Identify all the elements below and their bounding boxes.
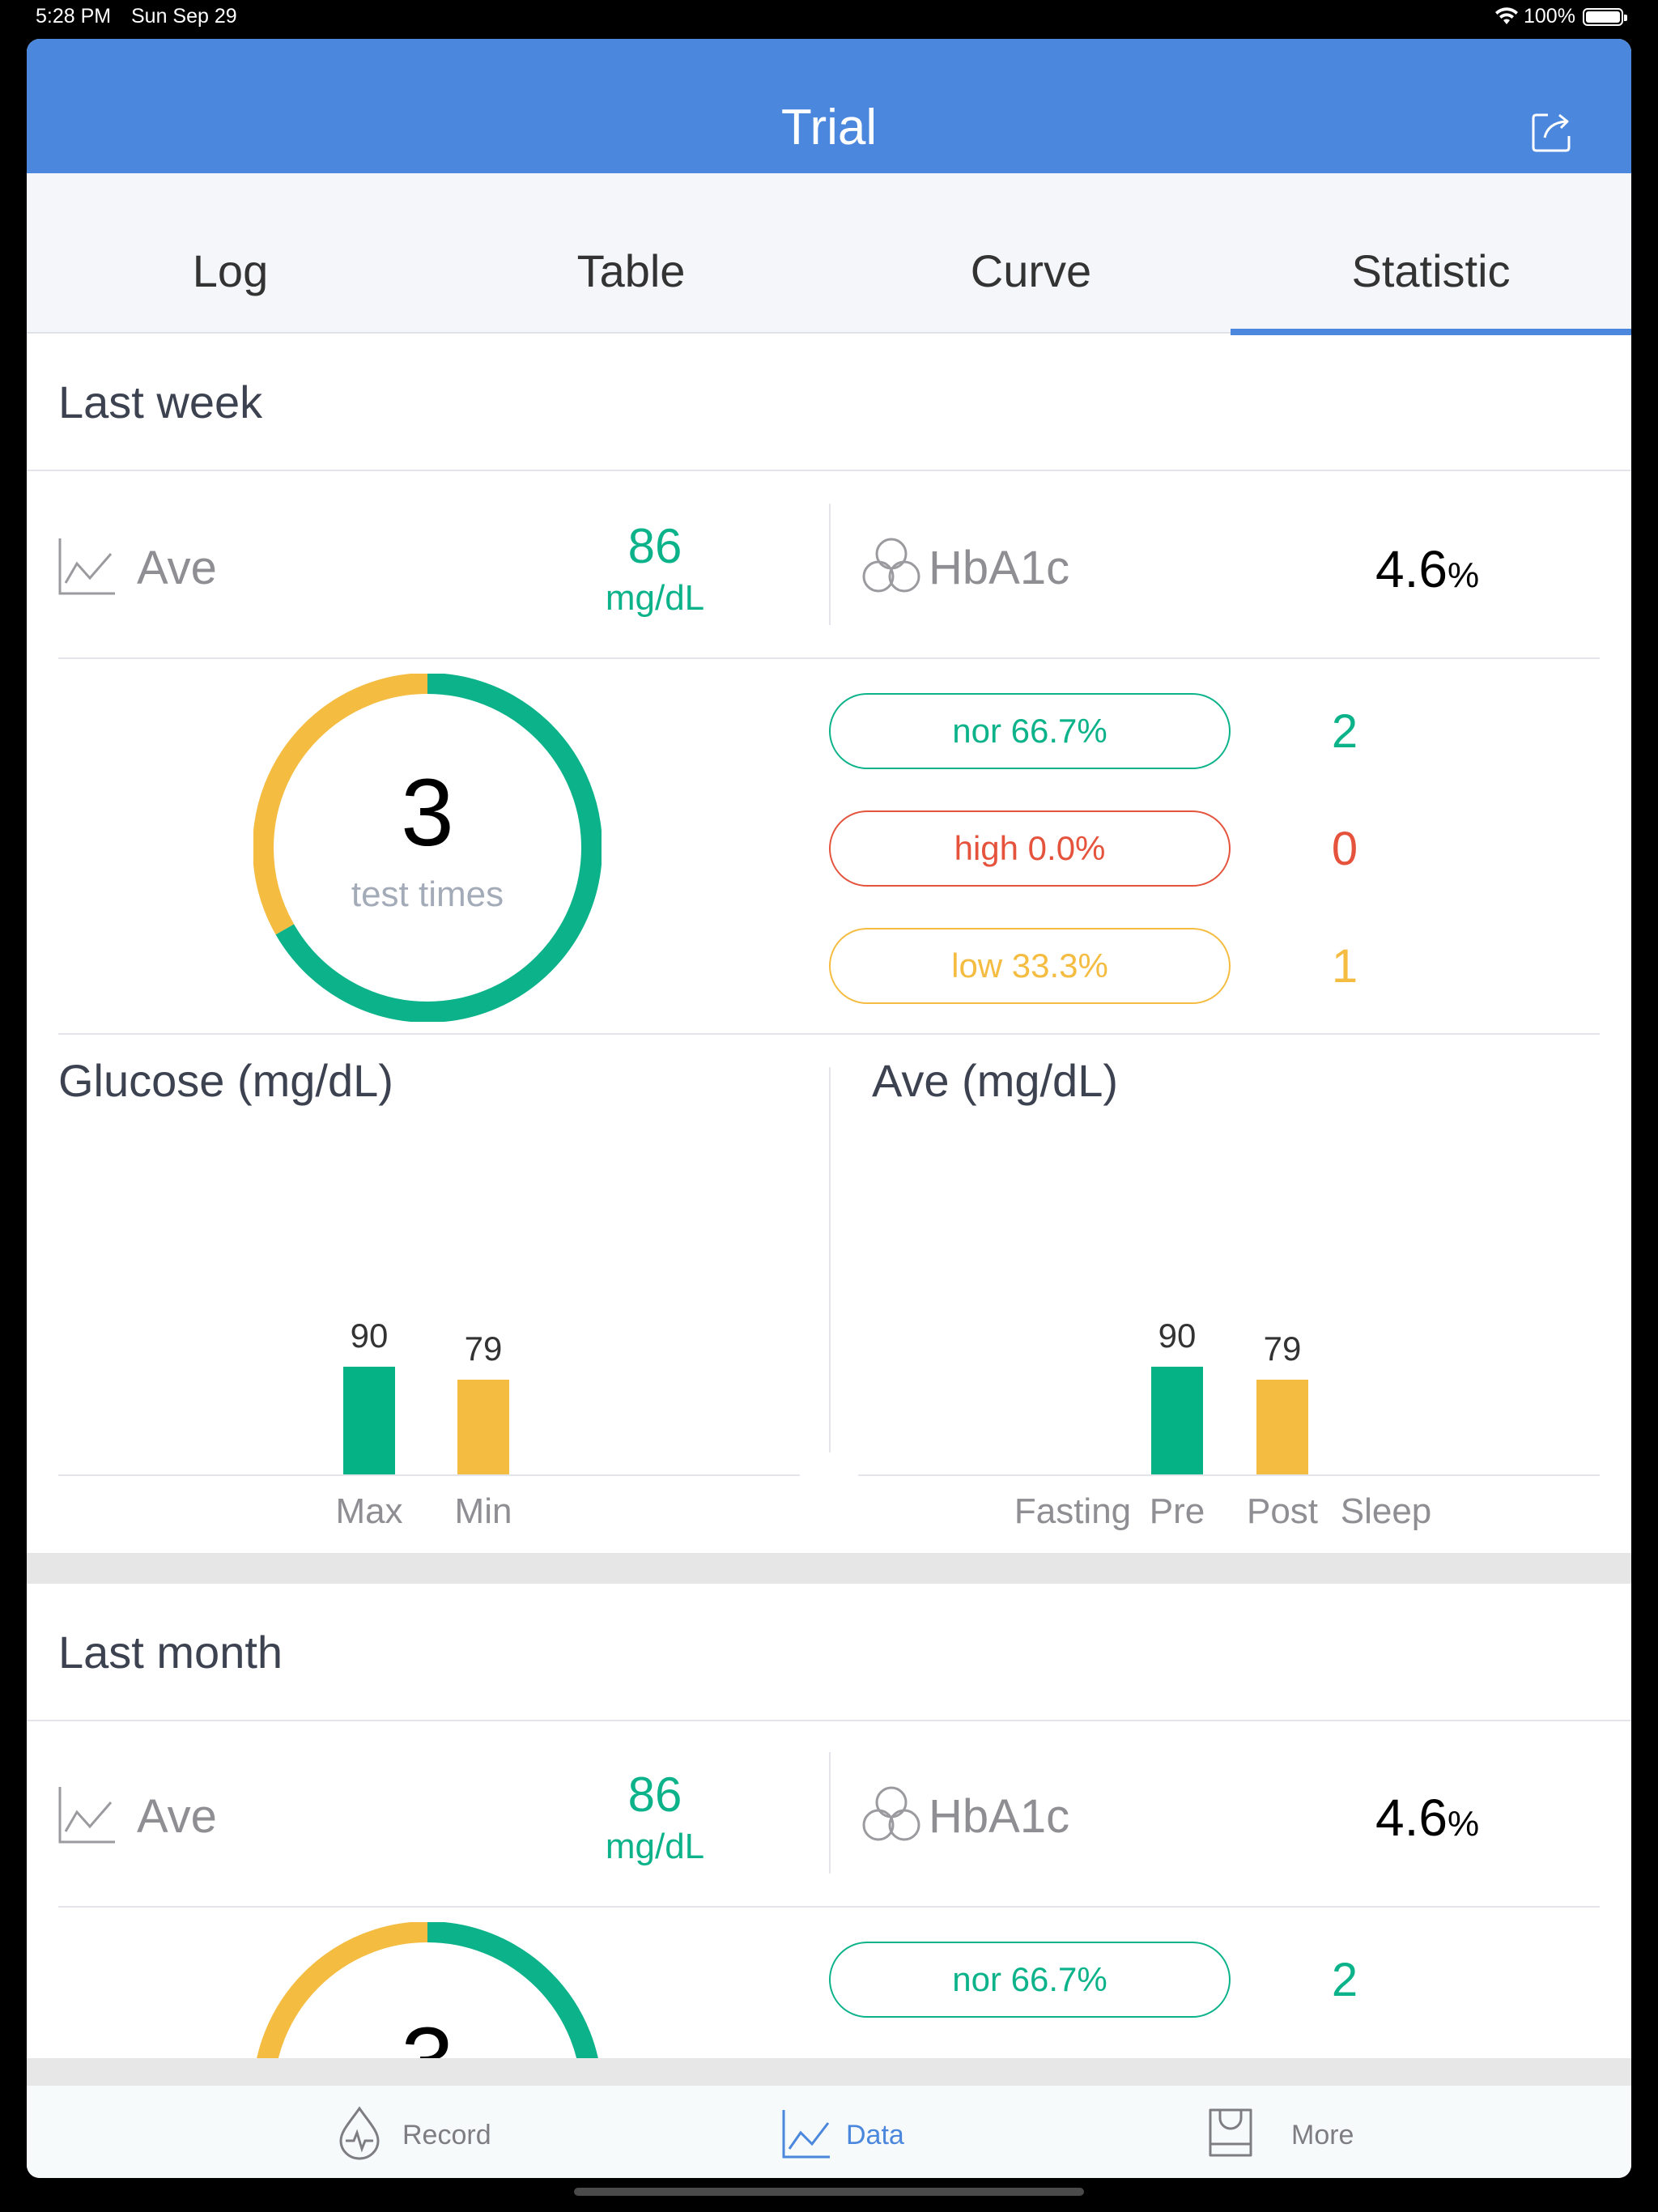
tab-log[interactable]: Log — [192, 245, 269, 296]
divider — [27, 470, 1631, 471]
high-count: 0 — [1331, 823, 1358, 875]
app-window: Trial Log Table Curve Statistic Last wee… — [27, 39, 1631, 2178]
bar-pre — [1151, 1366, 1203, 1474]
line-chart-icon — [782, 2110, 830, 2159]
ring-low-segment — [253, 674, 602, 1022]
bottom-tab-label: More — [1291, 2120, 1354, 2150]
status-time: 5:28 PM — [36, 5, 112, 28]
status-date: Sun Sep 29 — [131, 5, 237, 28]
glucose-chart-title: Glucose (mg/dL) — [58, 1055, 393, 1106]
bar-max — [343, 1366, 395, 1474]
divider — [58, 1033, 1600, 1035]
test-times-label: test times — [351, 874, 504, 914]
test-count: 3 — [401, 759, 454, 866]
x-tick-label: Sleep — [1340, 1491, 1432, 1531]
line-chart-icon — [58, 538, 115, 595]
ave-unit: mg/dL — [605, 578, 705, 618]
ave-chart-title: Ave (mg/dL) — [872, 1055, 1118, 1106]
ave-label: Ave — [137, 1790, 217, 1843]
segment-tabs: Log Table Curve Statistic — [27, 173, 1631, 335]
high-range-pill[interactable]: high 0.0% — [829, 810, 1231, 887]
tab-table[interactable]: Table — [576, 245, 686, 296]
bar-value-label: 90 — [350, 1316, 389, 1355]
divider — [829, 504, 831, 625]
x-tick-label: Fasting — [1014, 1491, 1132, 1531]
normal-count: 2 — [1331, 1954, 1358, 2006]
hba1c-number: 4.6 — [1375, 540, 1448, 598]
statistic-content[interactable]: Last week Ave 86 mg/dL HbA1c 4.6% 3 test… — [27, 334, 1631, 2078]
section-separator — [27, 1553, 1631, 1584]
bar-value-label: 90 — [1158, 1316, 1197, 1355]
bottom-tab-record[interactable]: Record — [334, 2089, 529, 2173]
bottom-tab-label: Data — [846, 2120, 904, 2150]
hba1c-icon — [862, 1786, 920, 1841]
ave-value: 86 — [627, 519, 682, 573]
hba1c-unit: % — [1447, 555, 1480, 595]
page-title: Trial — [780, 100, 878, 155]
bottom-tab-bar: Record Data More — [27, 2058, 1631, 2178]
share-icon[interactable] — [1530, 110, 1574, 154]
ave-label: Ave — [137, 542, 217, 594]
bar-post — [1256, 1379, 1308, 1474]
hba1c-label: HbA1c — [929, 1790, 1070, 1843]
bar-min — [457, 1379, 509, 1474]
bar-value-label: 79 — [1263, 1329, 1302, 1368]
chart-baseline — [58, 1474, 800, 1476]
line-chart-icon — [58, 1787, 115, 1844]
normal-range-pill[interactable]: nor 66.7% — [829, 1942, 1231, 2018]
divider — [27, 1720, 1631, 1721]
tab-curve[interactable]: Curve — [970, 245, 1092, 296]
ave-value: 86 — [627, 1767, 682, 1822]
bottom-tab-data[interactable]: Data — [781, 2089, 943, 2173]
x-tick-label: Pre — [1149, 1491, 1205, 1531]
normal-count: 2 — [1331, 705, 1358, 758]
hba1c-label: HbA1c — [929, 542, 1070, 594]
low-range-pill[interactable]: low 33.3% — [829, 928, 1231, 1004]
test-times-ring — [253, 674, 602, 1022]
x-tick-label: Min — [454, 1491, 512, 1531]
divider — [58, 1906, 1600, 1908]
hba1c-number: 4.6 — [1375, 1789, 1448, 1847]
bag-icon — [1209, 2108, 1252, 2157]
test-times-ring — [253, 1922, 602, 2078]
drop-heartbeat-icon — [339, 2106, 380, 2160]
ring-low-segment — [253, 1922, 602, 2078]
section-title-last-month: Last month — [58, 1627, 283, 1678]
hba1c-icon — [862, 538, 920, 593]
home-indicator — [574, 2188, 1084, 2196]
bottom-tab-more[interactable]: More — [1205, 2089, 1367, 2173]
battery-icon — [1583, 8, 1627, 26]
hba1c-value: 4.6% — [1375, 1788, 1479, 1848]
nav-bar: Trial — [27, 39, 1631, 173]
hba1c-unit: % — [1447, 1804, 1480, 1844]
status-bar: 5:28 PM Sun Sep 29 100% — [0, 0, 1658, 36]
bottom-tab-label: Record — [402, 2120, 491, 2150]
divider — [829, 1752, 831, 1874]
ave-unit: mg/dL — [605, 1827, 705, 1866]
x-tick-label: Post — [1246, 1491, 1319, 1531]
tab-statistic[interactable]: Statistic — [1231, 173, 1631, 335]
normal-range-pill[interactable]: nor 66.7% — [829, 693, 1231, 769]
bar-value-label: 79 — [464, 1329, 503, 1368]
low-count: 1 — [1331, 940, 1358, 993]
wifi-icon — [1495, 7, 1518, 24]
divider — [58, 657, 1600, 659]
chart-baseline — [858, 1474, 1600, 1476]
x-tick-label: Max — [335, 1491, 403, 1531]
divider — [829, 1067, 831, 1453]
hba1c-value: 4.6% — [1375, 539, 1479, 599]
battery-percent: 100% — [1524, 5, 1575, 28]
section-title-last-week: Last week — [58, 376, 263, 428]
